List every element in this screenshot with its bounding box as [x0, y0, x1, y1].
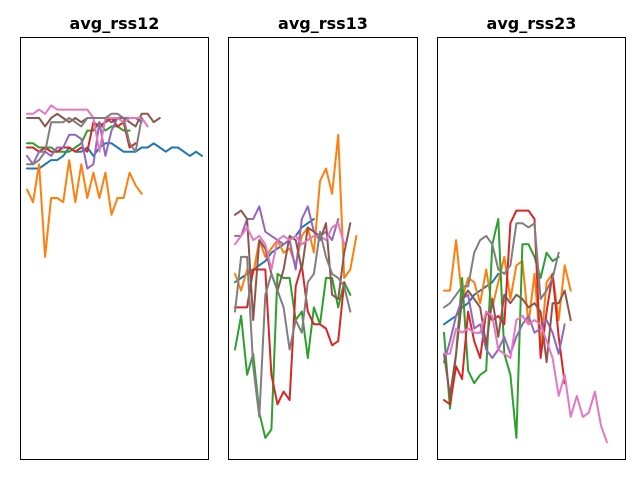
subplot-title: avg_rss13 — [278, 14, 368, 33]
series-line-8 — [443, 222, 560, 309]
subplot-title: avg_rss23 — [487, 14, 577, 33]
series-group — [443, 209, 608, 444]
series-line-1 — [26, 142, 203, 170]
series-group — [26, 104, 203, 258]
series-line-7 — [26, 104, 149, 153]
series-line-4 — [234, 264, 346, 406]
series-line-8 — [26, 112, 143, 166]
plot-frame — [20, 37, 209, 460]
subplot-title: avg_rss12 — [70, 14, 160, 33]
subplot-avg-rss13: avg_rss13 — [228, 14, 418, 460]
series-line-4 — [443, 209, 566, 406]
series-line-8 — [234, 230, 352, 418]
subplot-avg-rss23: avg_rss23 — [437, 14, 626, 460]
series-line-7 — [234, 222, 346, 271]
plot-frame — [437, 37, 626, 460]
subplot-avg-rss12: avg_rss12 — [20, 14, 209, 460]
series-line-6 — [443, 289, 572, 397]
series-line-7 — [443, 310, 608, 444]
plot-frame — [228, 37, 418, 460]
series-group — [234, 133, 358, 439]
series-line-2 — [26, 159, 143, 258]
